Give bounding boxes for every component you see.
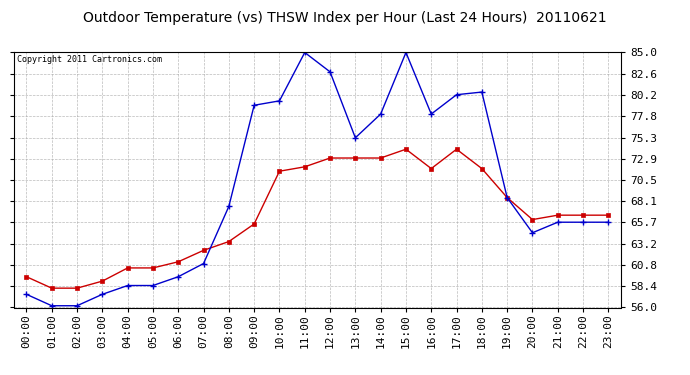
- Text: Copyright 2011 Cartronics.com: Copyright 2011 Cartronics.com: [17, 55, 162, 64]
- Text: Outdoor Temperature (vs) THSW Index per Hour (Last 24 Hours)  20110621: Outdoor Temperature (vs) THSW Index per …: [83, 11, 607, 25]
